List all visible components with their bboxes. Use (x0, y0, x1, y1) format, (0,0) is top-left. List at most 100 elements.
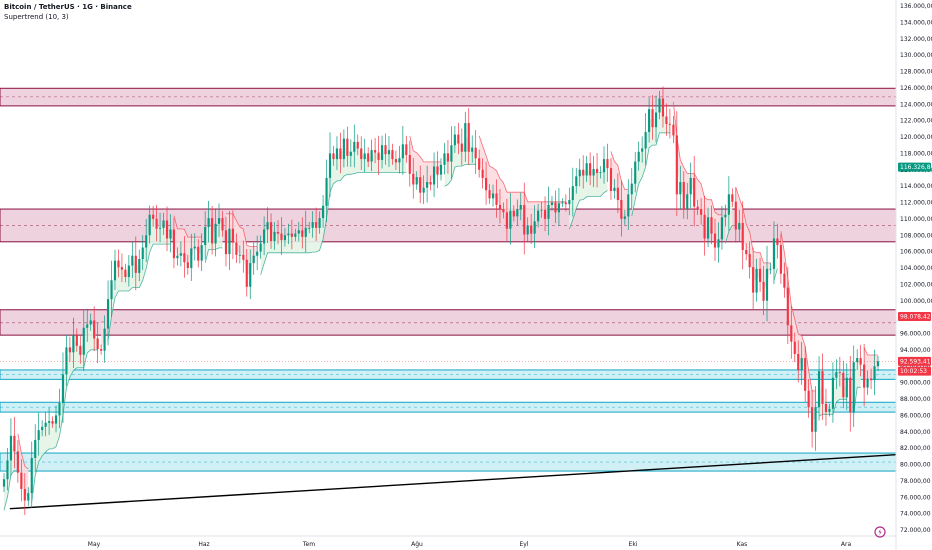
candle[interactable] (516, 199, 519, 226)
candle[interactable] (595, 153, 599, 188)
candle[interactable] (804, 345, 807, 402)
candle[interactable] (86, 308, 89, 342)
candle[interactable] (100, 344, 103, 355)
candle[interactable] (689, 162, 692, 209)
candle[interactable] (568, 187, 571, 216)
candle[interactable] (391, 143, 394, 165)
candle[interactable] (495, 179, 498, 218)
candle[interactable] (318, 211, 321, 234)
candle[interactable] (464, 111, 467, 162)
candle[interactable] (592, 155, 595, 188)
candle[interactable] (779, 233, 782, 284)
candle[interactable] (93, 306, 96, 352)
candle[interactable] (811, 389, 814, 448)
candle[interactable] (113, 249, 117, 291)
candle[interactable] (377, 135, 380, 175)
candle[interactable] (20, 459, 23, 502)
candle[interactable] (297, 221, 300, 242)
candle[interactable] (852, 345, 855, 428)
candle[interactable] (374, 138, 377, 164)
candle[interactable] (703, 195, 706, 256)
candle[interactable] (263, 216, 266, 256)
candle[interactable] (616, 173, 619, 213)
candle[interactable] (727, 176, 730, 232)
candle[interactable] (741, 201, 744, 270)
candle[interactable] (190, 233, 193, 281)
candle[interactable] (866, 370, 869, 395)
candle[interactable] (27, 487, 30, 506)
candle[interactable] (502, 202, 505, 219)
candle[interactable] (183, 236, 186, 278)
candle[interactable] (648, 97, 651, 143)
candle[interactable] (876, 356, 880, 372)
candle[interactable] (290, 219, 293, 250)
candle[interactable] (582, 155, 585, 189)
candle[interactable] (828, 403, 831, 417)
candle[interactable] (481, 158, 484, 189)
candle[interactable] (89, 313, 92, 331)
candle[interactable] (380, 135, 384, 169)
candle[interactable] (606, 143, 609, 182)
candle[interactable] (325, 159, 328, 223)
candle[interactable] (429, 175, 432, 191)
candle[interactable] (412, 158, 415, 199)
candle[interactable] (322, 195, 325, 228)
candle[interactable] (176, 247, 179, 266)
candle[interactable] (457, 122, 460, 155)
candle[interactable] (838, 356, 841, 387)
candle[interactable] (762, 265, 765, 316)
candle[interactable] (145, 219, 148, 263)
candle[interactable] (68, 336, 71, 362)
candle[interactable] (30, 441, 33, 509)
candle[interactable] (752, 247, 755, 311)
candle[interactable] (363, 138, 366, 173)
candle[interactable] (790, 306, 793, 359)
candle[interactable] (48, 407, 51, 435)
candle[interactable] (537, 203, 540, 228)
candle[interactable] (256, 235, 259, 271)
candle[interactable] (675, 111, 678, 217)
candle[interactable] (44, 412, 47, 437)
indicator-legend[interactable]: Supertrend (10, 3) (4, 13, 69, 21)
candle[interactable] (221, 210, 224, 237)
candle[interactable] (661, 86, 665, 128)
candle[interactable] (623, 209, 626, 225)
candle[interactable] (311, 211, 314, 238)
candle[interactable] (96, 322, 99, 364)
candle[interactable] (65, 334, 68, 386)
candle[interactable] (356, 134, 359, 156)
candle[interactable] (554, 190, 557, 224)
candle[interactable] (398, 145, 401, 174)
candle[interactable] (776, 223, 779, 259)
candle[interactable] (23, 473, 26, 515)
candle[interactable] (720, 205, 724, 250)
candle[interactable] (585, 156, 588, 182)
candle[interactable] (387, 135, 391, 167)
candle[interactable] (873, 349, 876, 396)
candle[interactable] (523, 182, 526, 255)
candle[interactable] (204, 211, 207, 260)
candle[interactable] (138, 249, 141, 282)
candle[interactable] (342, 129, 345, 168)
candle[interactable] (426, 165, 429, 203)
candle[interactable] (443, 142, 446, 175)
candle[interactable] (641, 136, 644, 163)
trendline[interactable] (9, 453, 897, 510)
candle[interactable] (821, 353, 824, 420)
candle[interactable] (134, 236, 137, 291)
candle[interactable] (564, 194, 567, 212)
tradingview-logo-icon[interactable] (874, 526, 886, 538)
candle[interactable] (557, 187, 560, 227)
candle[interactable] (16, 440, 19, 483)
candle[interactable] (245, 248, 248, 297)
candle[interactable] (485, 161, 488, 205)
candle[interactable] (505, 198, 508, 241)
candle[interactable] (37, 412, 40, 456)
candle[interactable] (498, 189, 502, 224)
candle[interactable] (162, 212, 165, 235)
candle[interactable] (82, 309, 85, 372)
candle[interactable] (793, 332, 796, 363)
candle[interactable] (172, 218, 176, 269)
candle[interactable] (217, 203, 221, 237)
